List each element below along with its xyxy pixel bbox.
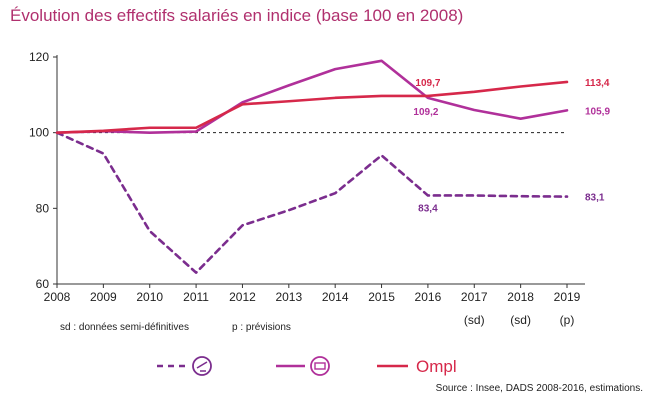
data-label: 109,7 — [415, 78, 440, 89]
note-p: p : prévisions — [232, 322, 291, 333]
y-tick-label: 120 — [29, 50, 49, 64]
x-tick-label: 2010 — [136, 290, 163, 304]
x-tick-label: 2019 — [554, 290, 581, 304]
data-label: 83,1 — [585, 193, 605, 204]
y-tick-label: 80 — [36, 201, 50, 215]
data-label: 105,9 — [585, 106, 610, 117]
chart-title: Évolution des effectifs salariés en indi… — [10, 6, 464, 25]
source-note: Source : Insee, DADS 2008-2016, estimati… — [435, 383, 643, 394]
x-tick-label: 2009 — [90, 290, 117, 304]
government-seal-icon — [310, 356, 330, 376]
series-line-0 — [55, 131, 569, 274]
x-tick-label: 2017 — [461, 290, 488, 304]
series-line-2 — [55, 80, 569, 134]
scales-of-justice-icon-detail — [196, 361, 208, 372]
chart-series — [55, 59, 569, 274]
y-tick-label: 60 — [36, 277, 50, 291]
x-tick-label: 2016 — [415, 290, 442, 304]
chart-data-labels: 83,4 83,1 109,2 105,9 109,7 113,4 — [413, 78, 610, 215]
x-tick-label: 2014 — [322, 290, 349, 304]
x-tick-label: 2018 — [507, 290, 534, 304]
note-sd: sd : données semi-définitives — [60, 322, 189, 333]
data-label: 113,4 — [585, 78, 610, 89]
data-label: 83,4 — [418, 203, 438, 214]
x-tick-sublabel: (sd) — [464, 313, 485, 327]
chart-axes: 60 80 100 120 2008 2009 2010 2011 2012 2013 2014 20… — [29, 50, 585, 327]
chart-legend: Ompl — [157, 356, 457, 376]
x-tick-sublabel: (sd) — [510, 313, 531, 327]
x-tick-label: 2013 — [275, 290, 302, 304]
x-tick-sublabel: (p) — [560, 313, 575, 327]
y-tick-label: 100 — [29, 126, 49, 140]
x-tick-label: 2011 — [183, 290, 209, 304]
government-seal-icon-detail — [314, 362, 326, 370]
x-tick-label: 2015 — [368, 290, 395, 304]
x-tick-label: 2008 — [44, 290, 71, 304]
data-label: 109,2 — [413, 107, 438, 118]
x-tick-label: 2012 — [229, 290, 256, 304]
series-line-1 — [55, 59, 569, 134]
ompl-logo: Ompl — [416, 357, 457, 376]
scales-of-justice-icon — [192, 356, 212, 376]
